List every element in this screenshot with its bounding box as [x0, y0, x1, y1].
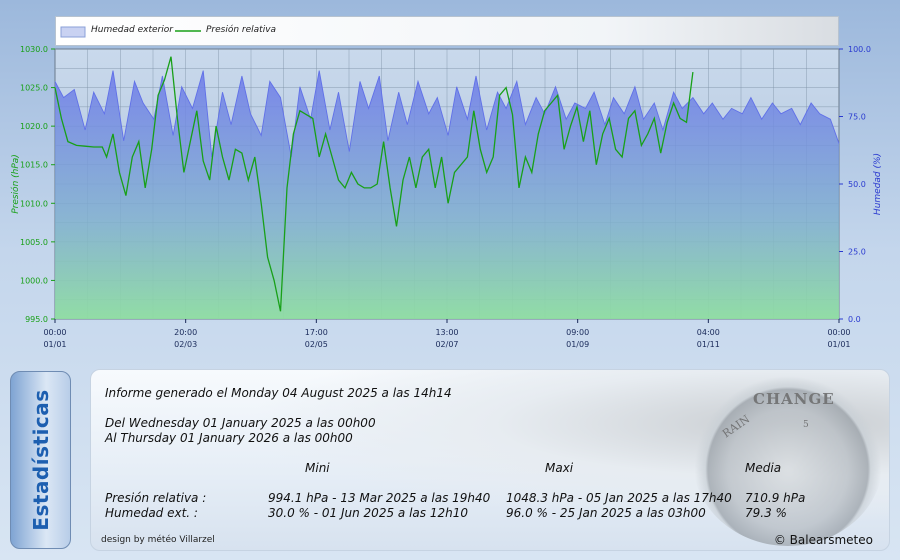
left-axis-tick-label: 1010.0: [20, 199, 48, 208]
gauge-rain-text: RAIN: [720, 412, 753, 441]
x-axis-tick-time: 04:00: [697, 328, 720, 337]
x-axis-tick-date: 02/03: [174, 340, 197, 349]
humidity-legend-swatch: [60, 26, 86, 38]
x-axis-tick-date: 01/11: [697, 340, 720, 349]
humidity-series-line: [54, 70, 840, 158]
right-axis-tick-label: 25.0: [848, 248, 866, 257]
right-axis-ticks: 100.0 75.0 50.0 25.0 0.0: [839, 45, 871, 324]
x-axis-tick-date: 01/01: [43, 340, 66, 349]
right-axis-tick-label: 75.0: [848, 113, 866, 122]
x-axis-tick-date: 01/01: [827, 340, 850, 349]
stat-row-avg: 710.9 hPa: [745, 491, 806, 505]
left-axis-label: Presión (hPa): [10, 154, 21, 214]
right-axis-tick-label: 50.0: [848, 180, 866, 189]
left-axis-tick-label: 1000.0: [20, 276, 48, 285]
x-axis-tick-time: 00:00: [827, 328, 850, 337]
right-axis-tick-label: 100.0: [848, 45, 871, 54]
left-axis-tick-label: 995.0: [25, 315, 48, 324]
x-axis-tick-time: 17:00: [305, 328, 328, 337]
left-axis-ticks: 1030.0 1025.0 1020.0 1015.0 1010.0 1005.0 1000…: [20, 45, 55, 324]
humidity-legend-label: Humedad exterior: [91, 25, 173, 35]
stats-tab[interactable]: Estadísticas: [10, 371, 71, 549]
left-axis-tick-label: 1015.0: [20, 161, 48, 170]
barometer-image: CHANGE RAIN 5: [693, 376, 883, 546]
left-axis-tick-label: 1030.0: [20, 45, 48, 54]
column-min-header: Mini: [305, 461, 330, 475]
stat-row-max: 96.0 % - 25 Jan 2025 a las 03h00: [506, 506, 706, 520]
x-axis-tick-time: 09:00: [566, 328, 589, 337]
stat-row-avg: 79.3 %: [745, 506, 787, 520]
stat-row-min: 994.1 hPa - 13 Mar 2025 a las 19h40: [268, 491, 491, 505]
design-credit: design by météo Villarzel: [101, 535, 215, 545]
stat-row-label: Humedad ext. :: [105, 506, 198, 520]
pressure-legend-label: Presión relativa: [206, 25, 277, 35]
chart-legend: Humedad exterior Presión relativa: [55, 16, 839, 46]
pressure-legend-swatch: [175, 30, 201, 32]
x-axis-tick-date: 01/09: [566, 340, 589, 349]
left-axis-tick-label: 1025.0: [20, 84, 48, 93]
gauge-change-text: CHANGE: [753, 390, 835, 408]
column-max-header: Maxi: [545, 461, 574, 475]
x-axis-tick-time: 13:00: [435, 328, 458, 337]
period-to: Al Thursday 01 January 2026 a las 00h00: [105, 431, 353, 445]
x-axis-ticks: 00:00 01/01 20:00 02/03 17:00 02/05 13:00 02/07…: [43, 319, 851, 349]
copyright-text: © Balearsmeteo: [773, 533, 873, 547]
left-axis-tick-label: 1020.0: [20, 122, 48, 131]
left-axis-tick-label: 1005.0: [20, 238, 48, 247]
column-avg-header: Media: [745, 461, 782, 475]
gauge-number-text: 5: [803, 420, 809, 430]
stat-row-label: Presión relativa :: [105, 491, 207, 505]
period-from: Del Wednesday 01 January 2025 a las 00h0…: [105, 416, 376, 430]
x-axis-tick-date: 02/07: [435, 340, 458, 349]
report-generated: Informe generado el Monday 04 August 202…: [105, 386, 452, 400]
x-axis-tick-time: 20:00: [174, 328, 197, 337]
pressure-series-line: [54, 56, 694, 312]
right-axis-tick-label: 0.0: [848, 315, 861, 324]
weather-chart: 1030.0 1025.0 1020.0 1015.0 1010.0 1005.0 1000…: [10, 45, 883, 349]
stat-row-min: 30.0 % - 01 Jun 2025 a las 12h10: [268, 506, 468, 520]
stats-tab-label: Estadísticas: [28, 389, 53, 531]
stats-panel: CHANGE RAIN 5 Informe generado el Monday…: [90, 369, 890, 551]
right-axis-label: Humedad (%): [873, 153, 883, 215]
x-axis-tick-time: 00:00: [43, 328, 66, 337]
x-axis-tick-date: 02/05: [305, 340, 328, 349]
stat-row-max: 1048.3 hPa - 05 Jan 2025 a las 17h40: [506, 491, 732, 505]
